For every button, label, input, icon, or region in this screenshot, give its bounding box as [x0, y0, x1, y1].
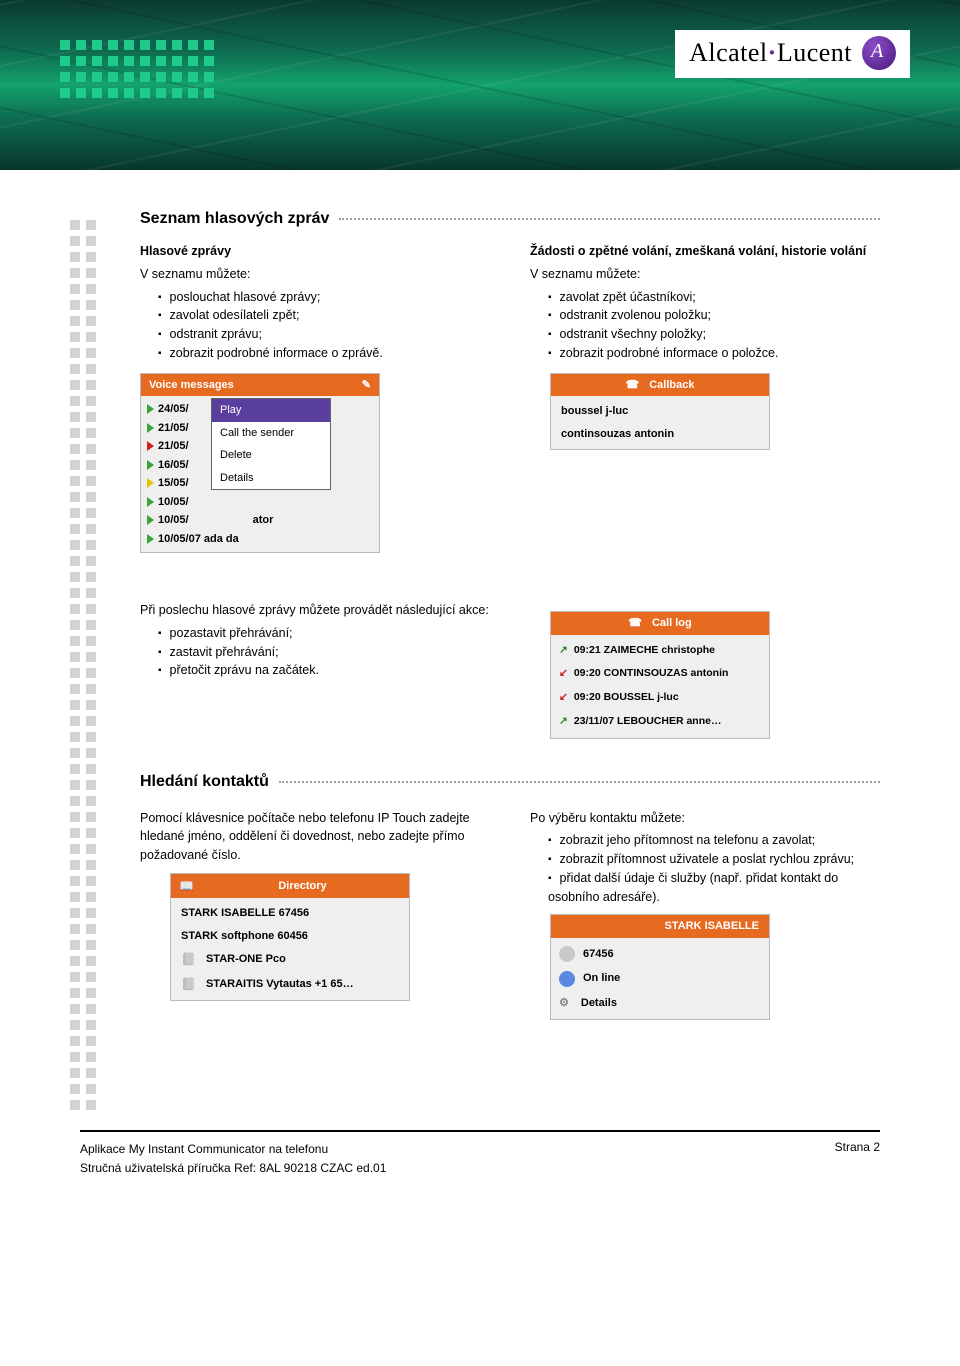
section3-title: Hledání kontaktů — [140, 773, 269, 791]
context-menu[interactable]: Play Call the sender Delete Details — [211, 398, 331, 490]
calllog-screenshot: Call log ↗09:21 ZAIMECHE christophe ↙09:… — [550, 611, 770, 739]
calllog-row: ↗09:21 ZAIMECHE christophe — [551, 639, 769, 663]
brand-text: Alcatel·Lucent — [689, 38, 852, 68]
avatar-icon — [559, 971, 575, 987]
list-item: zavolat odesílateli zpět; — [158, 306, 490, 325]
callback-screenshot: Callback boussel j-luc continsouzas anto… — [550, 373, 770, 451]
vm-date: 24/05/ — [158, 401, 189, 418]
footer-ref: Stručná uživatelská příručka Ref: 8AL 90… — [80, 1159, 386, 1178]
voicemail-header-text: Voice messages — [149, 377, 234, 394]
list-item: poslouchat hlasové zprávy; — [158, 288, 490, 307]
menu-play[interactable]: Play — [212, 399, 330, 422]
s1-right-heading: Žádosti o zpětné volání, zmeškaná volání… — [530, 244, 866, 258]
directory-row: STARK ISABELLE 67456 — [171, 902, 409, 925]
contact-card-header: STARK ISABELLE — [551, 915, 769, 938]
vm-date: 16/05/ — [158, 457, 189, 474]
brand-ball-icon — [862, 36, 896, 70]
calllog-header: Call log — [551, 612, 769, 635]
voicemail-header: Voice messages ✎ — [141, 374, 379, 397]
directory-row: STARAITIS Vytautas +1 65… — [171, 972, 409, 997]
list-item: zobrazit podrobné informace o položce. — [548, 344, 880, 363]
s1-right-lead: V seznamu můžete: — [530, 265, 880, 284]
directory-row: STAR-ONE Pco — [171, 947, 409, 972]
s2-left-lead: Při poslechu hlasové zprávy můžete prová… — [140, 601, 490, 620]
section1-title: Seznam hlasových zpráv — [140, 210, 329, 228]
page-footer: Aplikace My Instant Communicator na tele… — [0, 1130, 960, 1218]
list-item: odstranit všechny položky; — [548, 325, 880, 344]
banner-dot-grid — [60, 40, 214, 98]
directory-row: STARK softphone 60456 — [171, 925, 409, 948]
vm-date: 21/05/ — [158, 420, 189, 437]
directory-screenshot: Directory STARK ISABELLE 67456 STARK sof… — [170, 873, 410, 1002]
calllog-text: 09:20 CONTINSOUZAS antonin — [574, 666, 729, 682]
header-banner: Alcatel·Lucent — [0, 0, 960, 170]
calllog-row: ↗23/11/07 LEBOUCHER anne… — [551, 710, 769, 734]
contact-card-name: STARK ISABELLE — [664, 918, 759, 935]
vm-suffix: ator — [253, 512, 274, 529]
directory-header: Directory — [171, 874, 409, 899]
globe-icon — [559, 946, 575, 962]
footer-app: Aplikace My Instant Communicator na tele… — [80, 1140, 386, 1159]
brand-logo: Alcatel·Lucent — [675, 30, 910, 78]
directory-header-text: Directory — [278, 878, 326, 895]
vm-date: 15/05/ — [158, 475, 189, 492]
vm-date: 21/05/ — [158, 438, 189, 455]
callback-header: Callback — [551, 374, 769, 397]
menu-call-sender[interactable]: Call the sender — [212, 422, 330, 445]
contact-card-row: On line — [551, 966, 769, 991]
contact-card-row: Details — [551, 991, 769, 1016]
s1-left-list: poslouchat hlasové zprávy; zavolat odesí… — [140, 288, 490, 363]
list-item: přidat další údaje či služby (např. přid… — [548, 869, 880, 907]
calllog-row: ↙09:20 CONTINSOUZAS antonin — [551, 662, 769, 686]
s3-right-lead: Po výběru kontaktu můžete: — [530, 809, 880, 828]
list-item: zastavit přehrávání; — [158, 643, 490, 662]
brand-left: Alcatel — [689, 38, 768, 67]
contact-card-screenshot: STARK ISABELLE 67456 On line Details — [550, 914, 770, 1020]
contact-card-row: 67456 — [551, 942, 769, 967]
s3-left-para: Pomocí klávesnice počítače nebo telefonu… — [140, 809, 490, 865]
s1-right-list: zavolat zpět účastníkovi; odstranit zvol… — [530, 288, 880, 363]
list-item: odstranit zprávu; — [158, 325, 490, 344]
dotted-rule — [279, 781, 880, 783]
list-item: přetočit zprávu na začátek. — [158, 661, 490, 680]
callback-row: boussel j-luc — [551, 400, 769, 423]
menu-delete[interactable]: Delete — [212, 444, 330, 467]
calllog-header-text: Call log — [652, 615, 692, 632]
book-icon — [179, 877, 198, 896]
menu-details[interactable]: Details — [212, 467, 330, 490]
section-title-search: Hledání kontaktů — [140, 773, 880, 791]
calllog-text: 09:21 ZAIMECHE christophe — [574, 643, 715, 659]
vm-date: 10/05/ — [158, 494, 189, 511]
list-item: odstranit zvolenou položku; — [548, 306, 880, 325]
dotted-rule — [339, 218, 880, 220]
section-title-voicemail: Seznam hlasových zpráv — [140, 210, 880, 228]
calllog-text: 09:20 BOUSSEL j-luc — [574, 690, 679, 706]
vm-date: 10/05/07 ada da — [158, 531, 239, 548]
list-item: zobrazit podrobné informace o zprávě. — [158, 344, 490, 363]
list-item: zobrazit přítomnost uživatele a poslat r… — [548, 850, 880, 869]
list-item: zobrazit jeho přítomnost na telefonu a z… — [548, 831, 880, 850]
book-line-icon — [181, 975, 200, 994]
callback-row: continsouzas antonin — [551, 423, 769, 446]
s2-left-list: pozastavit přehrávání; zastavit přehrává… — [140, 624, 490, 680]
footer-page: Strana 2 — [835, 1140, 880, 1178]
calllog-row: ↙09:20 BOUSSEL j-luc — [551, 686, 769, 710]
list-item: zavolat zpět účastníkovi; — [548, 288, 880, 307]
book-line-icon — [181, 950, 200, 969]
s1-left-heading: Hlasové zprávy — [140, 244, 231, 258]
details-icon — [559, 995, 573, 1012]
vm-date: 10/05/ — [158, 512, 189, 529]
s3-right-list: zobrazit jeho přítomnost na telefonu a z… — [530, 831, 880, 906]
callback-header-text: Callback — [649, 377, 694, 394]
side-dot-column — [70, 220, 96, 1110]
brand-right: Lucent — [777, 38, 852, 67]
voicemail-screenshot: Voice messages ✎ 24/05/ 21/05/ 21/05/ 16… — [140, 373, 380, 554]
calllog-text: 23/11/07 LEBOUCHER anne… — [574, 714, 722, 730]
list-item: pozastavit přehrávání; — [158, 624, 490, 643]
s1-left-lead: V seznamu můžete: — [140, 265, 490, 284]
